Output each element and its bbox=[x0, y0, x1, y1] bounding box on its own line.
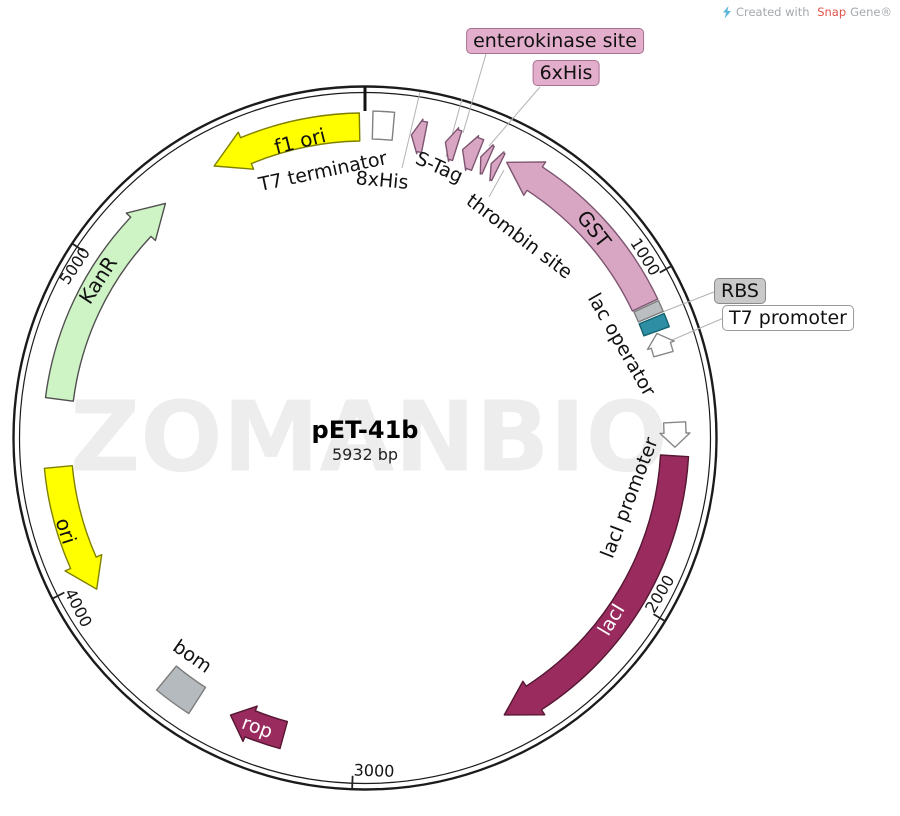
leader-line-0 bbox=[462, 53, 487, 134]
rbs-tag: RBS bbox=[714, 278, 766, 304]
tick-1000 bbox=[659, 264, 673, 274]
enterokinase-site-tag: enterokinase site bbox=[466, 28, 644, 54]
8xhis-label: 8xHis bbox=[354, 167, 410, 194]
ori-arrow bbox=[43, 465, 103, 590]
tick-2000 bbox=[653, 613, 666, 623]
lac-operator-block bbox=[638, 312, 670, 337]
tick-5000 bbox=[71, 242, 84, 252]
watermark: ZOMANBIO bbox=[69, 380, 669, 494]
t7-promoter-arrow bbox=[646, 332, 675, 358]
t7-terminator-box bbox=[371, 110, 396, 141]
laci-arrow bbox=[503, 454, 690, 716]
plasmid-name: pET-41b bbox=[311, 416, 419, 444]
backbone-outer-circle bbox=[12, 85, 718, 791]
snapgene-flash-icon bbox=[722, 5, 731, 18]
enterokinase-arrow bbox=[461, 135, 485, 172]
gst-arrow bbox=[506, 161, 659, 312]
tick-label-3000: 3000 bbox=[353, 760, 395, 781]
s-tag-arrow bbox=[444, 127, 463, 162]
8xhis-arrow bbox=[410, 118, 429, 155]
6xhis-arrow bbox=[479, 144, 495, 175]
leader-line-1 bbox=[488, 86, 541, 147]
plasmid-size: 5932 bp bbox=[331, 445, 399, 464]
rop-arrow bbox=[229, 705, 289, 750]
rbs-block bbox=[633, 299, 664, 323]
tick-4000 bbox=[51, 591, 65, 600]
leader-line-4 bbox=[488, 169, 505, 198]
leader-line-2 bbox=[401, 91, 421, 169]
kanr-arrow bbox=[44, 202, 167, 402]
credit-brand-gene: Gene® bbox=[850, 5, 892, 19]
thrombin-arrow bbox=[489, 151, 506, 182]
t7-promoter-tag: T7 promoter bbox=[722, 305, 854, 331]
plasmid-title-block: pET-41b 5932 bp bbox=[312, 416, 419, 464]
leader-line-6 bbox=[664, 316, 727, 344]
6xhis-tag: 6xHis bbox=[532, 60, 600, 86]
laci-promoter-arrow bbox=[659, 421, 691, 448]
leader-line-5 bbox=[659, 289, 720, 314]
tick-3000 bbox=[351, 775, 354, 790]
bom-block bbox=[155, 665, 207, 715]
credit-brand-snap: Snap bbox=[817, 5, 847, 19]
credit-text: Created with bbox=[735, 5, 814, 19]
f1-ori-arrow bbox=[213, 112, 361, 170]
snapgene-credit: Created with Snap Gene® bbox=[722, 5, 892, 19]
